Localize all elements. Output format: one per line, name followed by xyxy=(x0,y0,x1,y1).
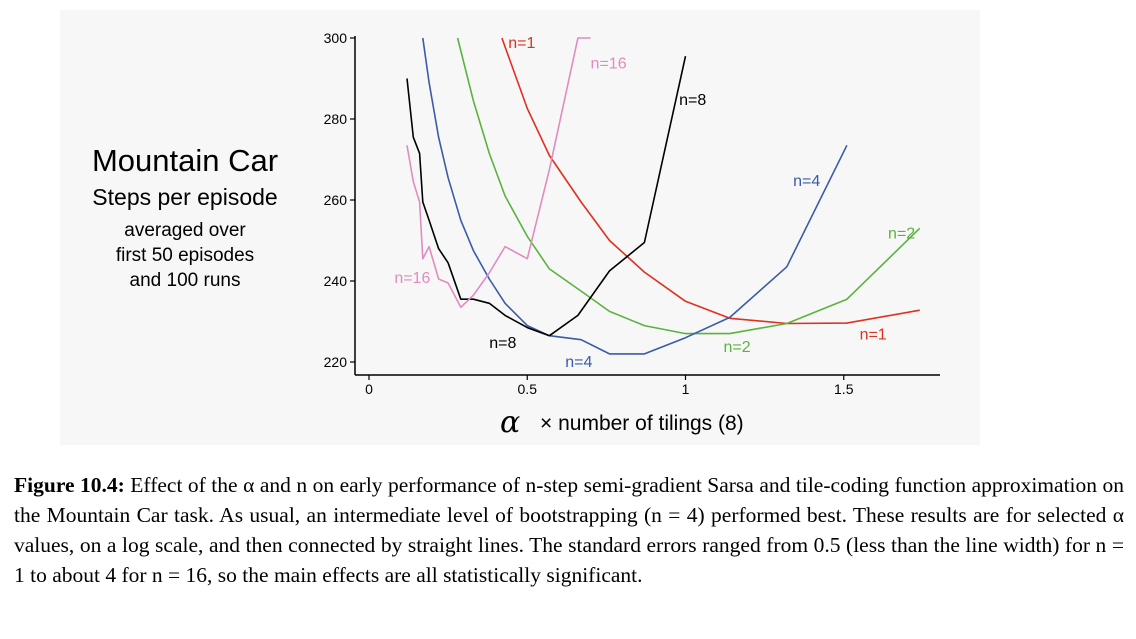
chart-subtitle: Steps per episode xyxy=(92,184,278,210)
x-tick-label: 0.5 xyxy=(518,381,538,397)
series-label: n=1 xyxy=(860,327,887,344)
series-line-n1 xyxy=(501,37,920,325)
y-tick-label: 220 xyxy=(324,354,348,370)
y-tick-label: 280 xyxy=(324,111,348,127)
figure-caption: Figure 10.4: Effect of the α and n on ea… xyxy=(14,470,1124,590)
xlabel-alpha-symbol: α xyxy=(500,405,520,440)
series-label: n=8 xyxy=(679,92,706,109)
x-tick-label: 1 xyxy=(682,381,690,397)
series-line-n16 xyxy=(406,37,591,309)
series-line-n4 xyxy=(422,37,848,355)
series-label: n=2 xyxy=(888,225,915,242)
caption-text: Effect of the α and n on early performan… xyxy=(14,473,1125,587)
y-tick-label: 260 xyxy=(324,192,348,208)
series-label: n=16 xyxy=(591,55,627,72)
x-axis-label: × number of tilings (8) xyxy=(540,412,744,435)
description-line: first 50 episodes xyxy=(115,245,255,266)
caption-label: Figure 10.4: xyxy=(14,473,125,497)
series-line-n2 xyxy=(456,37,921,335)
description-line: averaged over xyxy=(124,220,246,241)
y-tick-label: 300 xyxy=(324,30,348,46)
description-line: and 100 runs xyxy=(129,270,241,291)
series-line-n8 xyxy=(406,56,687,337)
chart-description: averaged over first 50 episodes and 100 … xyxy=(55,218,315,293)
series-label: n=2 xyxy=(723,339,750,356)
series-label: n=4 xyxy=(565,354,592,371)
chart-title: Mountain Car xyxy=(91,143,279,178)
x-tick-label: 0 xyxy=(365,381,373,397)
series-label: n=4 xyxy=(793,173,820,190)
figure-panel xyxy=(60,10,980,445)
line-chart: 220 240 260 280 300 0 0.5 1 1.5 n=1 n=16 n=8 n=4 n=2 n… xyxy=(324,30,940,440)
series-label: n=8 xyxy=(489,335,516,352)
x-tick-label: 1.5 xyxy=(834,381,854,397)
series-label: n=16 xyxy=(394,270,430,287)
series-label: n=1 xyxy=(508,35,535,52)
y-tick-label: 240 xyxy=(324,273,348,289)
